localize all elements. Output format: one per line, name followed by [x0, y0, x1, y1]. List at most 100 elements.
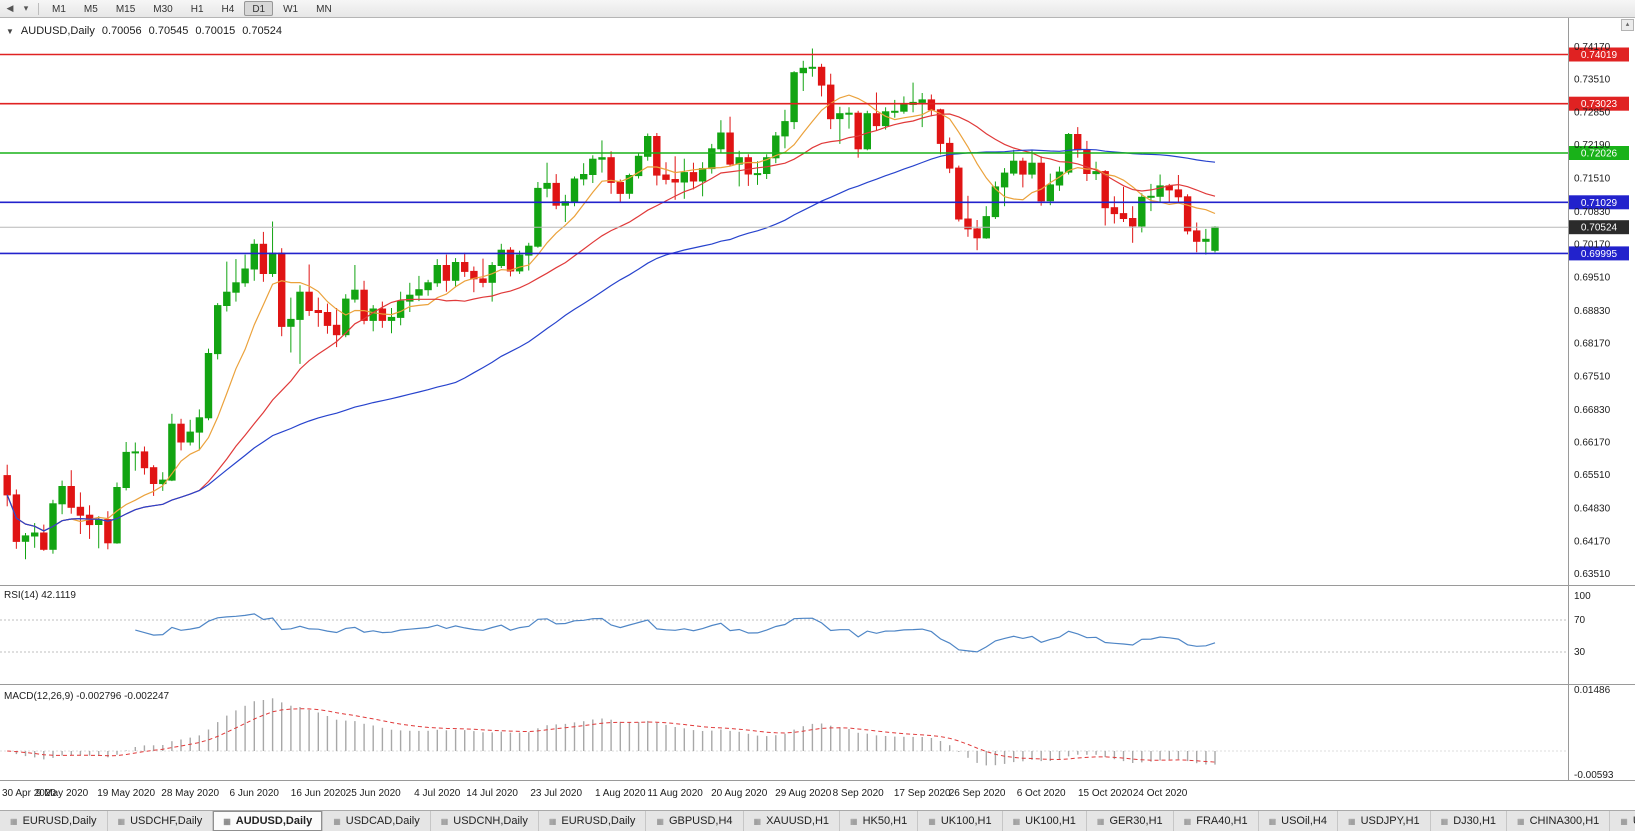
chart-tab-icon: ▦ — [928, 816, 936, 826]
date-axis-label: 17 Sep 2020 — [894, 788, 951, 799]
ohlc-low: 0.70015 — [195, 25, 236, 37]
chart-tab-label: GBPUSD,H4 — [668, 815, 733, 827]
date-axis-label: 8 Sep 2020 — [833, 788, 885, 799]
timeframe-button-m1[interactable]: M1 — [52, 4, 66, 15]
collapse-triangle-icon[interactable]: ▼ — [6, 26, 14, 36]
chart-tab-icon: ▦ — [1620, 816, 1628, 826]
chart-tab-xauusd-h1[interactable]: ▦ XAUUSD,H1 — [744, 811, 841, 831]
chart-tab-dj30-h1[interactable]: ▦ DJ30,H1 — [1431, 811, 1508, 831]
price-badge — [1569, 47, 1629, 62]
price-badge — [1569, 146, 1629, 160]
rsi-axis-label: 100 — [1574, 591, 1591, 602]
date-axis-label: 28 May 2020 — [161, 788, 219, 799]
date-axis-label: 20 Aug 2020 — [711, 788, 768, 799]
chart-tab-label: UK100,H1 — [1025, 815, 1076, 827]
svg-text:0.74019: 0.74019 — [1581, 50, 1618, 61]
rsi-axis-label: 70 — [1574, 615, 1586, 626]
svg-text:0.69995: 0.69995 — [1581, 249, 1618, 260]
price-badge — [1569, 246, 1629, 261]
price-axis-label: 0.71510 — [1574, 174, 1611, 185]
rsi-title: RSI(14) 42.1119 — [4, 590, 76, 601]
date-axis-label: 6 Jun 2020 — [230, 788, 280, 799]
date-axis-label: 24 Oct 2020 — [1133, 788, 1188, 799]
date-axis-label: 25 Jun 2020 — [346, 788, 401, 799]
chart-tab-hk50-h1[interactable]: ▦ HK50,H1 — [840, 811, 919, 831]
chart-tab-icon: ▦ — [656, 816, 664, 826]
price-axis-label: 0.70170 — [1574, 240, 1611, 251]
price-axis-label: 0.65510 — [1574, 470, 1611, 481]
chart-tab-label: USDCNH,Daily — [453, 815, 528, 827]
chart-tab-usdcnh-daily[interactable]: ▦ USDCNH,Daily — [431, 811, 539, 831]
chart-tab-icon: ▦ — [1096, 816, 1105, 826]
timeframe-button-h4[interactable]: H4 — [221, 4, 235, 15]
overlay-ma-fast — [6, 94, 1216, 532]
chart-tab-label: EURUSD,Daily — [22, 815, 97, 827]
chart-tab-icon: ▦ — [333, 816, 341, 826]
chart-tab-icon: ▦ — [753, 816, 762, 826]
price-axis-label: 0.74170 — [1574, 42, 1611, 53]
date-axis-label: 1 Aug 2020 — [595, 788, 646, 799]
price-axis-label: 0.69510 — [1574, 272, 1611, 283]
timeframe-button-mn[interactable]: MN — [316, 4, 332, 15]
chart-tab-uk100-h1[interactable]: ▦ UK100,H1 — [1003, 811, 1087, 831]
timeframe-button-h1[interactable]: H1 — [190, 4, 204, 15]
price-badge — [1569, 195, 1629, 210]
chart-area[interactable]: ▼ AUDUSD,Daily 0.70056 0.70545 0.70015 0… — [0, 18, 1635, 810]
timeframe-button-w1[interactable]: W1 — [283, 4, 299, 15]
chart-tab-icon: ▦ — [1183, 816, 1192, 826]
chart-tab-ger30-h1[interactable]: ▦ GER30,H1 — [1087, 811, 1174, 831]
chart-tab-label: USOil,H4 — [1281, 815, 1327, 827]
price-axis-label: 0.72850 — [1574, 107, 1611, 118]
price-chart[interactable]: 0.74019 0.73023 0.72026 0.71029 0.69995 0.741… — [0, 18, 1635, 810]
timeframe-button-m5[interactable]: M5 — [83, 4, 98, 15]
chart-tab-label: DJ30,H1 — [1453, 815, 1497, 827]
price-axis-label: 0.66830 — [1574, 405, 1611, 416]
ohlc-open: 0.70056 — [101, 25, 142, 37]
chart-tab-icon: ▦ — [548, 816, 557, 826]
chart-tab-uk100-h1[interactable]: ▦ UK100,H1 — [918, 811, 1003, 831]
timeframe-toolbar: ◀ ▾ M1 M5 M15 M30 H1 H4 D1 W1 MN — [0, 0, 1635, 18]
chart-tab-eurusd-daily[interactable]: ▦ EURUSD,Daily — [539, 811, 647, 831]
chart-tab-icon: ▦ — [1348, 816, 1356, 826]
chart-tab-label: HK50,H1 — [862, 815, 908, 827]
chart-tab-gbpusd-h4[interactable]: ▦ GBPUSD,H4 — [646, 811, 744, 831]
date-axis-label: 4 Jul 2020 — [414, 788, 461, 799]
price-axis-label: 0.68170 — [1574, 339, 1611, 350]
svg-text:0.70524: 0.70524 — [1581, 223, 1618, 234]
chart-tab-usdcad-daily[interactable]: ▦ USDCAD,Daily — [323, 811, 431, 831]
chart-tab-label: USDCAD,Daily — [345, 815, 420, 827]
chart-tab-usoil-h4[interactable]: ▦ USOil,H4 — [1259, 811, 1338, 831]
chart-tab-eurusd-daily[interactable]: ▦ EURUSD,Daily — [0, 811, 108, 831]
chart-tab-label: USOil,H1 — [1633, 815, 1635, 827]
date-axis-label: 16 Jun 2020 — [291, 788, 346, 799]
overlay-ma-slow — [6, 148, 1216, 532]
date-axis-label: 9 May 2020 — [36, 788, 89, 799]
price-axis-label: 0.63510 — [1574, 569, 1611, 580]
chart-tab-icon: ▦ — [850, 816, 858, 826]
chart-tab-china300-h1[interactable]: ▦ CHINA300,H1 — [1507, 811, 1611, 831]
chart-tab-usdjpy-h1[interactable]: ▦ USDJPY,H1 — [1338, 811, 1431, 831]
rsi-line — [135, 613, 1216, 653]
price-axis-label: 0.66170 — [1574, 438, 1611, 449]
chart-tab-icon: ▦ — [1440, 816, 1449, 826]
chart-tab-usdchf-daily[interactable]: ▦ USDCHF,Daily — [108, 811, 214, 831]
chart-tab-audusd-daily[interactable]: ▦ AUDUSD,Daily — [213, 811, 324, 831]
scroll-left-icon[interactable]: ◀ — [6, 3, 14, 13]
timeframe-button-d1[interactable]: D1 — [244, 1, 274, 16]
chart-tab-label: XAUUSD,H1 — [766, 815, 830, 827]
date-axis-label: 14 Jul 2020 — [466, 788, 518, 799]
chevron-down-icon[interactable]: ▾ — [23, 3, 29, 13]
timeframe-button-m15[interactable]: M15 — [115, 4, 136, 15]
svg-text:0.71029: 0.71029 — [1581, 198, 1618, 209]
chart-tab-icon: ▦ — [440, 816, 449, 826]
scroll-up-button[interactable]: ▴ — [1621, 19, 1634, 31]
chart-tab-label: AUDUSD,Daily — [235, 815, 313, 827]
candles — [3, 48, 1219, 560]
chart-tab-label: CHINA300,H1 — [1529, 815, 1600, 827]
chart-tab-label: GER30,H1 — [1109, 815, 1163, 827]
date-axis-label: 29 Aug 2020 — [775, 788, 832, 799]
chart-tab-fra40-h1[interactable]: ▦ FRA40,H1 — [1174, 811, 1259, 831]
timeframe-button-m30[interactable]: M30 — [153, 4, 173, 15]
price-axis-label: 0.64170 — [1574, 536, 1611, 547]
chart-tab-usoil-h1[interactable]: ▦ USOil,H1 — [1610, 811, 1635, 831]
